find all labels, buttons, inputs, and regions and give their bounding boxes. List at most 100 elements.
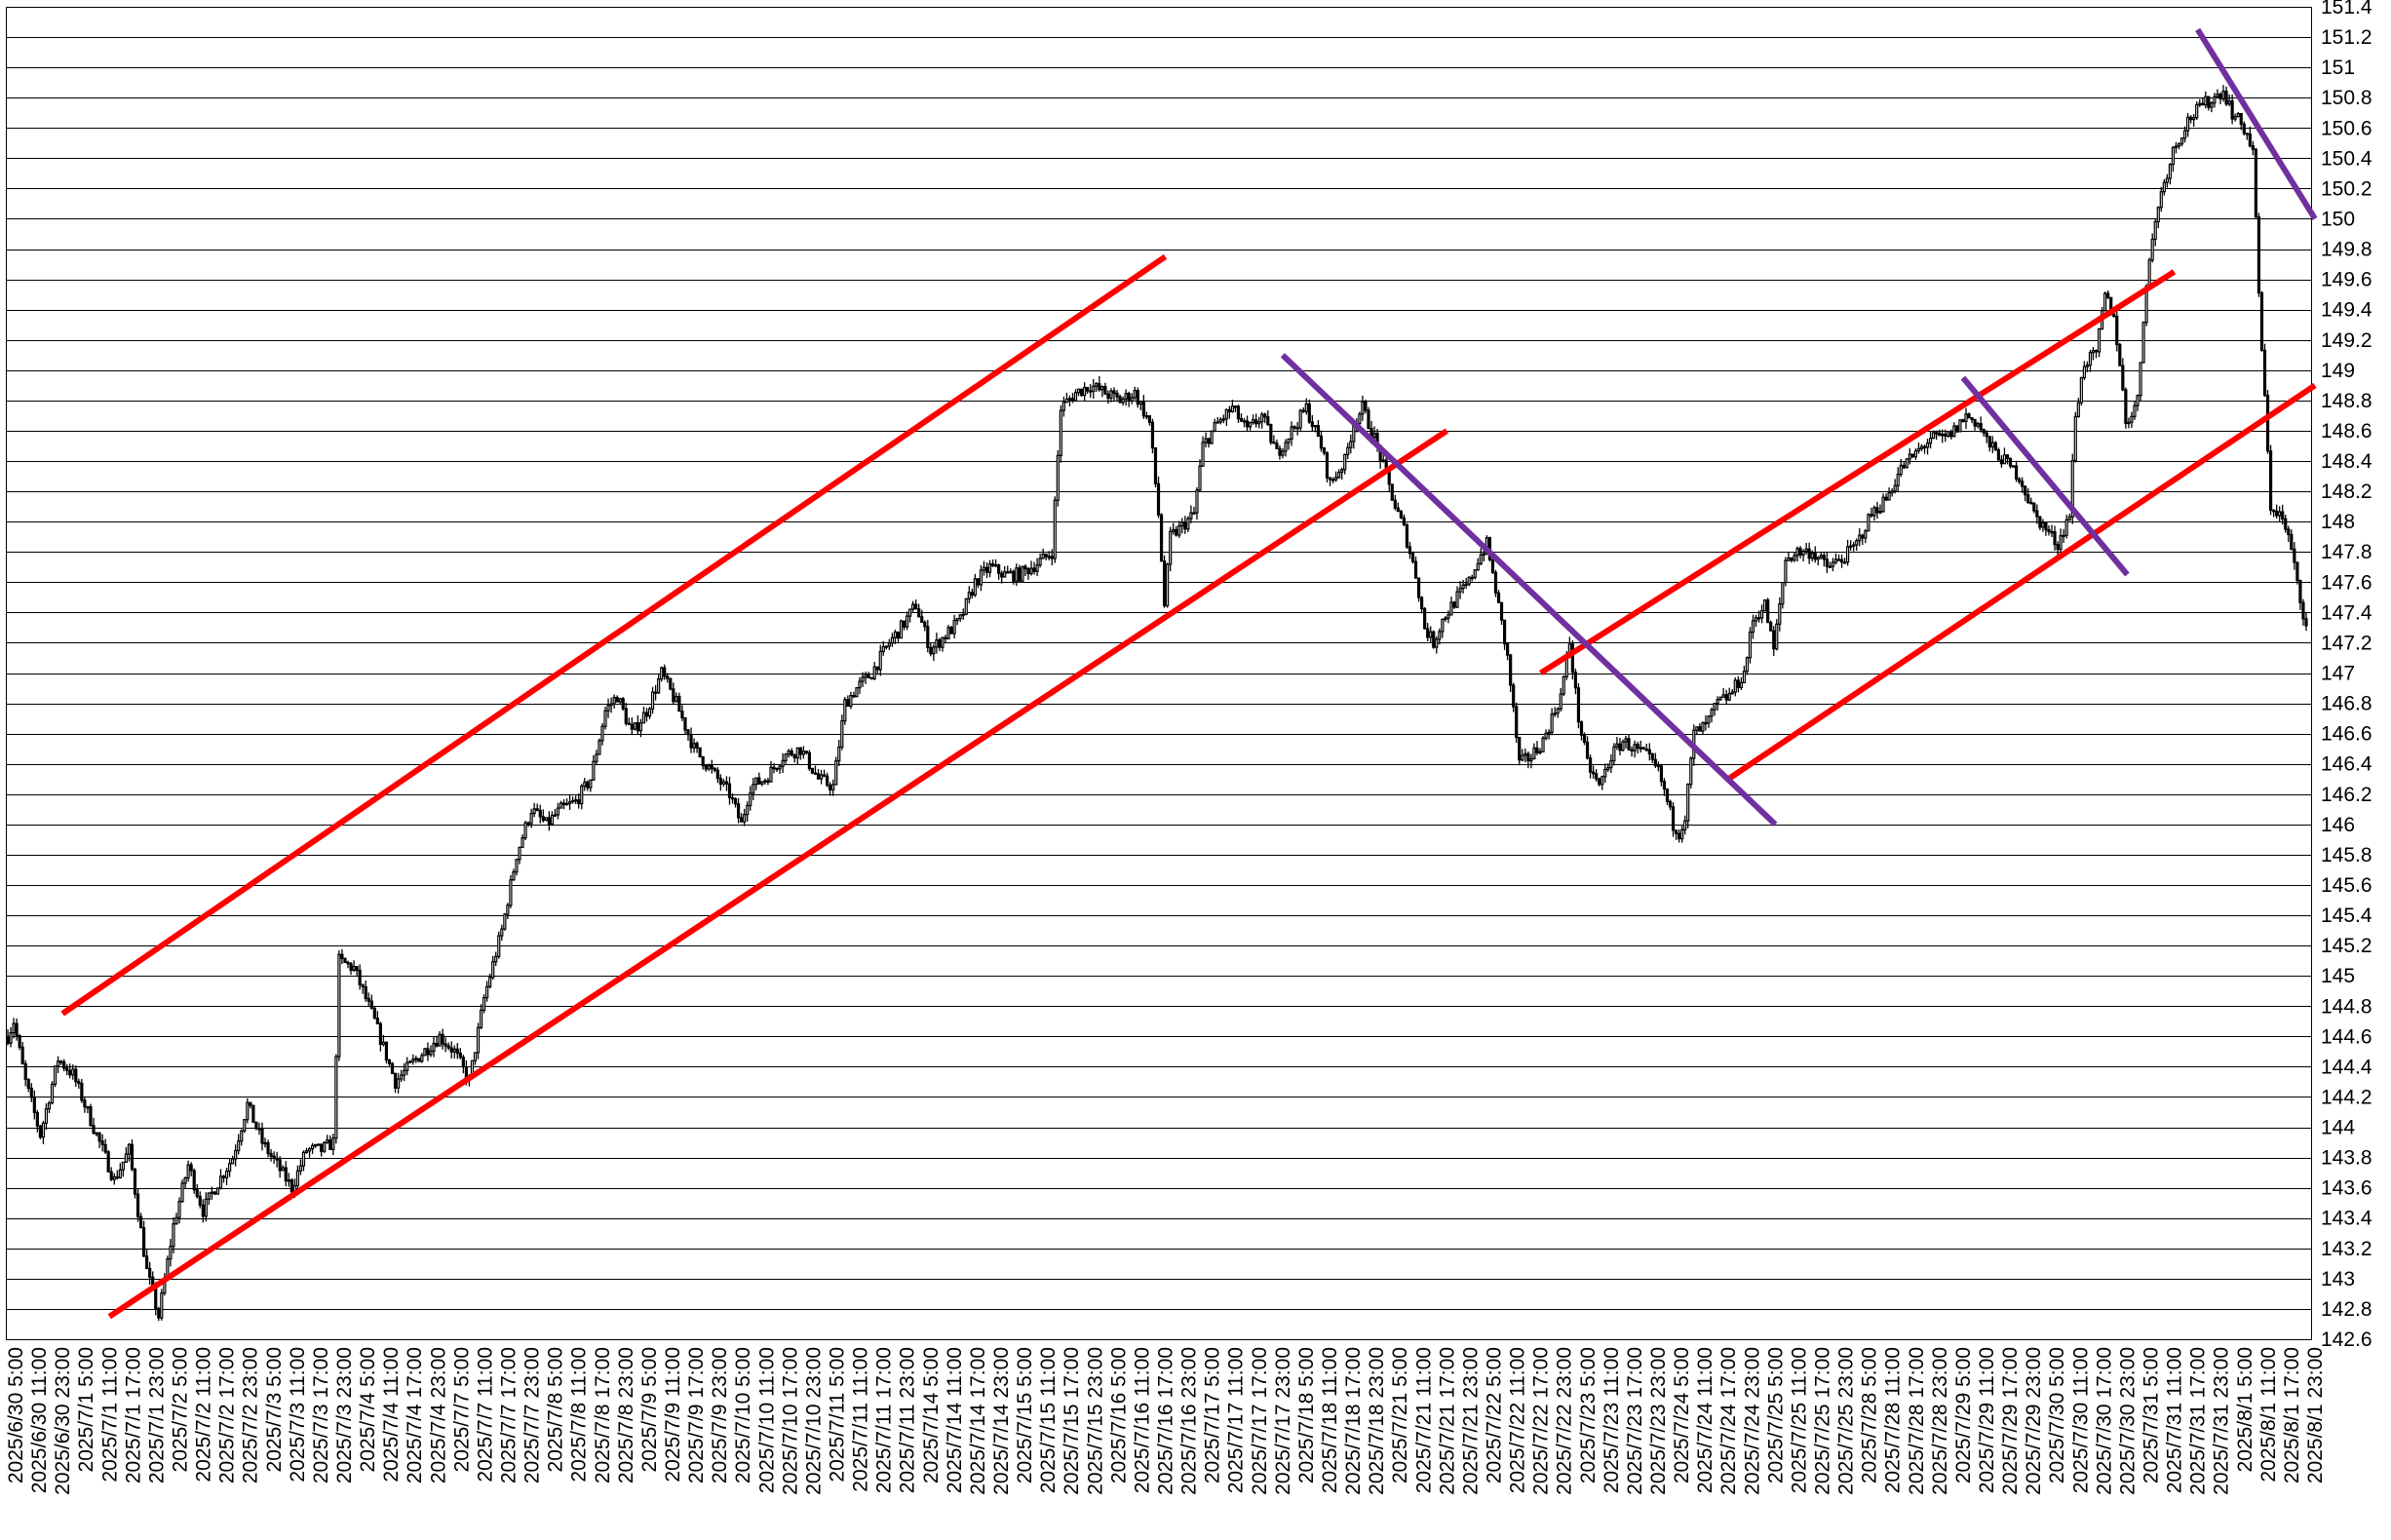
trend-line <box>1280 353 1778 828</box>
candle-body <box>2295 561 2299 582</box>
candle-body <box>1836 558 1841 561</box>
candle-body <box>29 1087 33 1098</box>
candle-body <box>1999 459 2004 465</box>
candle-body <box>497 935 501 957</box>
candle-body <box>1925 443 1930 448</box>
candle-body <box>1242 420 1247 423</box>
candle-body <box>1636 744 1639 750</box>
candle-body <box>905 615 909 628</box>
candle-body <box>680 711 684 719</box>
candle-body <box>1133 390 1137 399</box>
candle-body <box>666 675 670 679</box>
candle-body <box>157 1307 161 1319</box>
x-tick-label: 2025/7/3 17:00 <box>310 1347 332 1483</box>
candle-body <box>1606 766 1610 771</box>
x-tick-label: 2025/7/9 17:00 <box>685 1347 708 1483</box>
candle-body <box>644 712 649 717</box>
y-tick-label: 146.4 <box>2321 753 2372 776</box>
candle-body <box>609 703 613 707</box>
candle-body <box>1319 435 1324 449</box>
candle-body <box>215 1187 220 1195</box>
candle-body <box>2207 96 2211 108</box>
candle-body <box>1798 548 1802 556</box>
candle-body <box>491 961 495 979</box>
candle-body <box>1751 620 1755 634</box>
x-tick-label: 2025/7/15 17:00 <box>1061 1347 1083 1495</box>
candle-body <box>1913 449 1918 458</box>
trend-line <box>60 253 1168 1017</box>
candle-body <box>875 666 879 671</box>
candle-body <box>1396 507 1400 513</box>
candle-body <box>997 563 1001 574</box>
candle-body <box>1754 617 1758 622</box>
candle-body <box>47 1102 52 1110</box>
candle-body <box>2041 521 2045 528</box>
candle-body <box>1733 679 1737 693</box>
y-axis-tick-labels: 142.6 142.8 143 143.2 143.4 143.6 143.8 144 144.… <box>2321 0 2372 1351</box>
candle-body <box>257 1128 261 1131</box>
candle-body <box>1996 448 2000 461</box>
x-tick-label: 2025/7/3 11:00 <box>287 1347 309 1482</box>
candle-body <box>1849 545 1853 548</box>
candle-body <box>1724 694 1728 701</box>
candle-body <box>535 808 539 811</box>
candle-body <box>1496 592 1501 603</box>
candle-body <box>2168 164 2173 179</box>
candle-body <box>234 1149 238 1160</box>
candle-body <box>1325 452 1330 479</box>
candle-body <box>2115 315 2119 346</box>
candle-body <box>364 985 367 1000</box>
candle-body <box>1461 584 1465 590</box>
candle-body <box>1183 521 1187 530</box>
candle-body <box>1224 408 1228 420</box>
candle-body <box>846 699 850 708</box>
candle-body <box>987 562 992 573</box>
candle-body <box>2062 534 2065 538</box>
candle-body <box>1106 393 1110 400</box>
candle-body <box>532 808 536 815</box>
candle-body <box>1967 413 1971 419</box>
y-tick-label: 148.4 <box>2321 450 2372 473</box>
candle-body <box>2014 465 2019 480</box>
candle-body <box>2192 117 2196 121</box>
candle-body <box>2298 579 2302 603</box>
y-tick-label: 148 <box>2321 511 2355 533</box>
candle-body <box>1328 477 1332 481</box>
candle-body <box>855 687 859 698</box>
candle-body <box>243 1119 247 1132</box>
x-tick-label: 2025/7/24 5:00 <box>1671 1347 1693 1483</box>
candle-body <box>730 796 735 800</box>
candle-body <box>795 747 799 759</box>
candle-body <box>698 747 702 758</box>
y-tick-label: 147 <box>2321 663 2355 685</box>
candle-body <box>1842 561 1847 564</box>
candle-body <box>1003 571 1007 578</box>
candle-body <box>1073 392 1078 402</box>
candle-body <box>2136 395 2140 406</box>
candle-body <box>446 1045 450 1049</box>
candle-body <box>1766 599 1770 624</box>
candle-body <box>724 781 729 785</box>
candle-body <box>571 799 575 803</box>
x-tick-label: 2025/7/21 5:00 <box>1389 1347 1411 1483</box>
candle-body <box>861 676 865 682</box>
candle-body <box>869 676 873 680</box>
y-tick-label: 148.8 <box>2321 390 2372 412</box>
x-tick-label: 2025/7/4 23:00 <box>427 1347 449 1483</box>
candle-body <box>1878 511 1882 514</box>
candle-body <box>50 1083 55 1104</box>
x-tick-label: 2025/7/17 11:00 <box>1225 1347 1248 1493</box>
candle-body <box>598 740 601 755</box>
x-tick-label: 2025/7/10 17:00 <box>779 1347 801 1495</box>
x-tick-label: 2025/7/25 23:00 <box>1835 1347 1858 1495</box>
candle-body <box>1603 768 1607 778</box>
candle-body <box>355 966 359 972</box>
candle-body <box>2156 207 2160 223</box>
candle-body <box>174 1216 178 1225</box>
candle-body <box>1482 553 1485 557</box>
candle-body <box>1012 570 1016 582</box>
candle-body <box>172 1223 175 1248</box>
candle-body <box>1790 557 1793 561</box>
candle-body <box>310 1144 315 1150</box>
x-tick-label: 2025/7/24 23:00 <box>1741 1347 1763 1495</box>
